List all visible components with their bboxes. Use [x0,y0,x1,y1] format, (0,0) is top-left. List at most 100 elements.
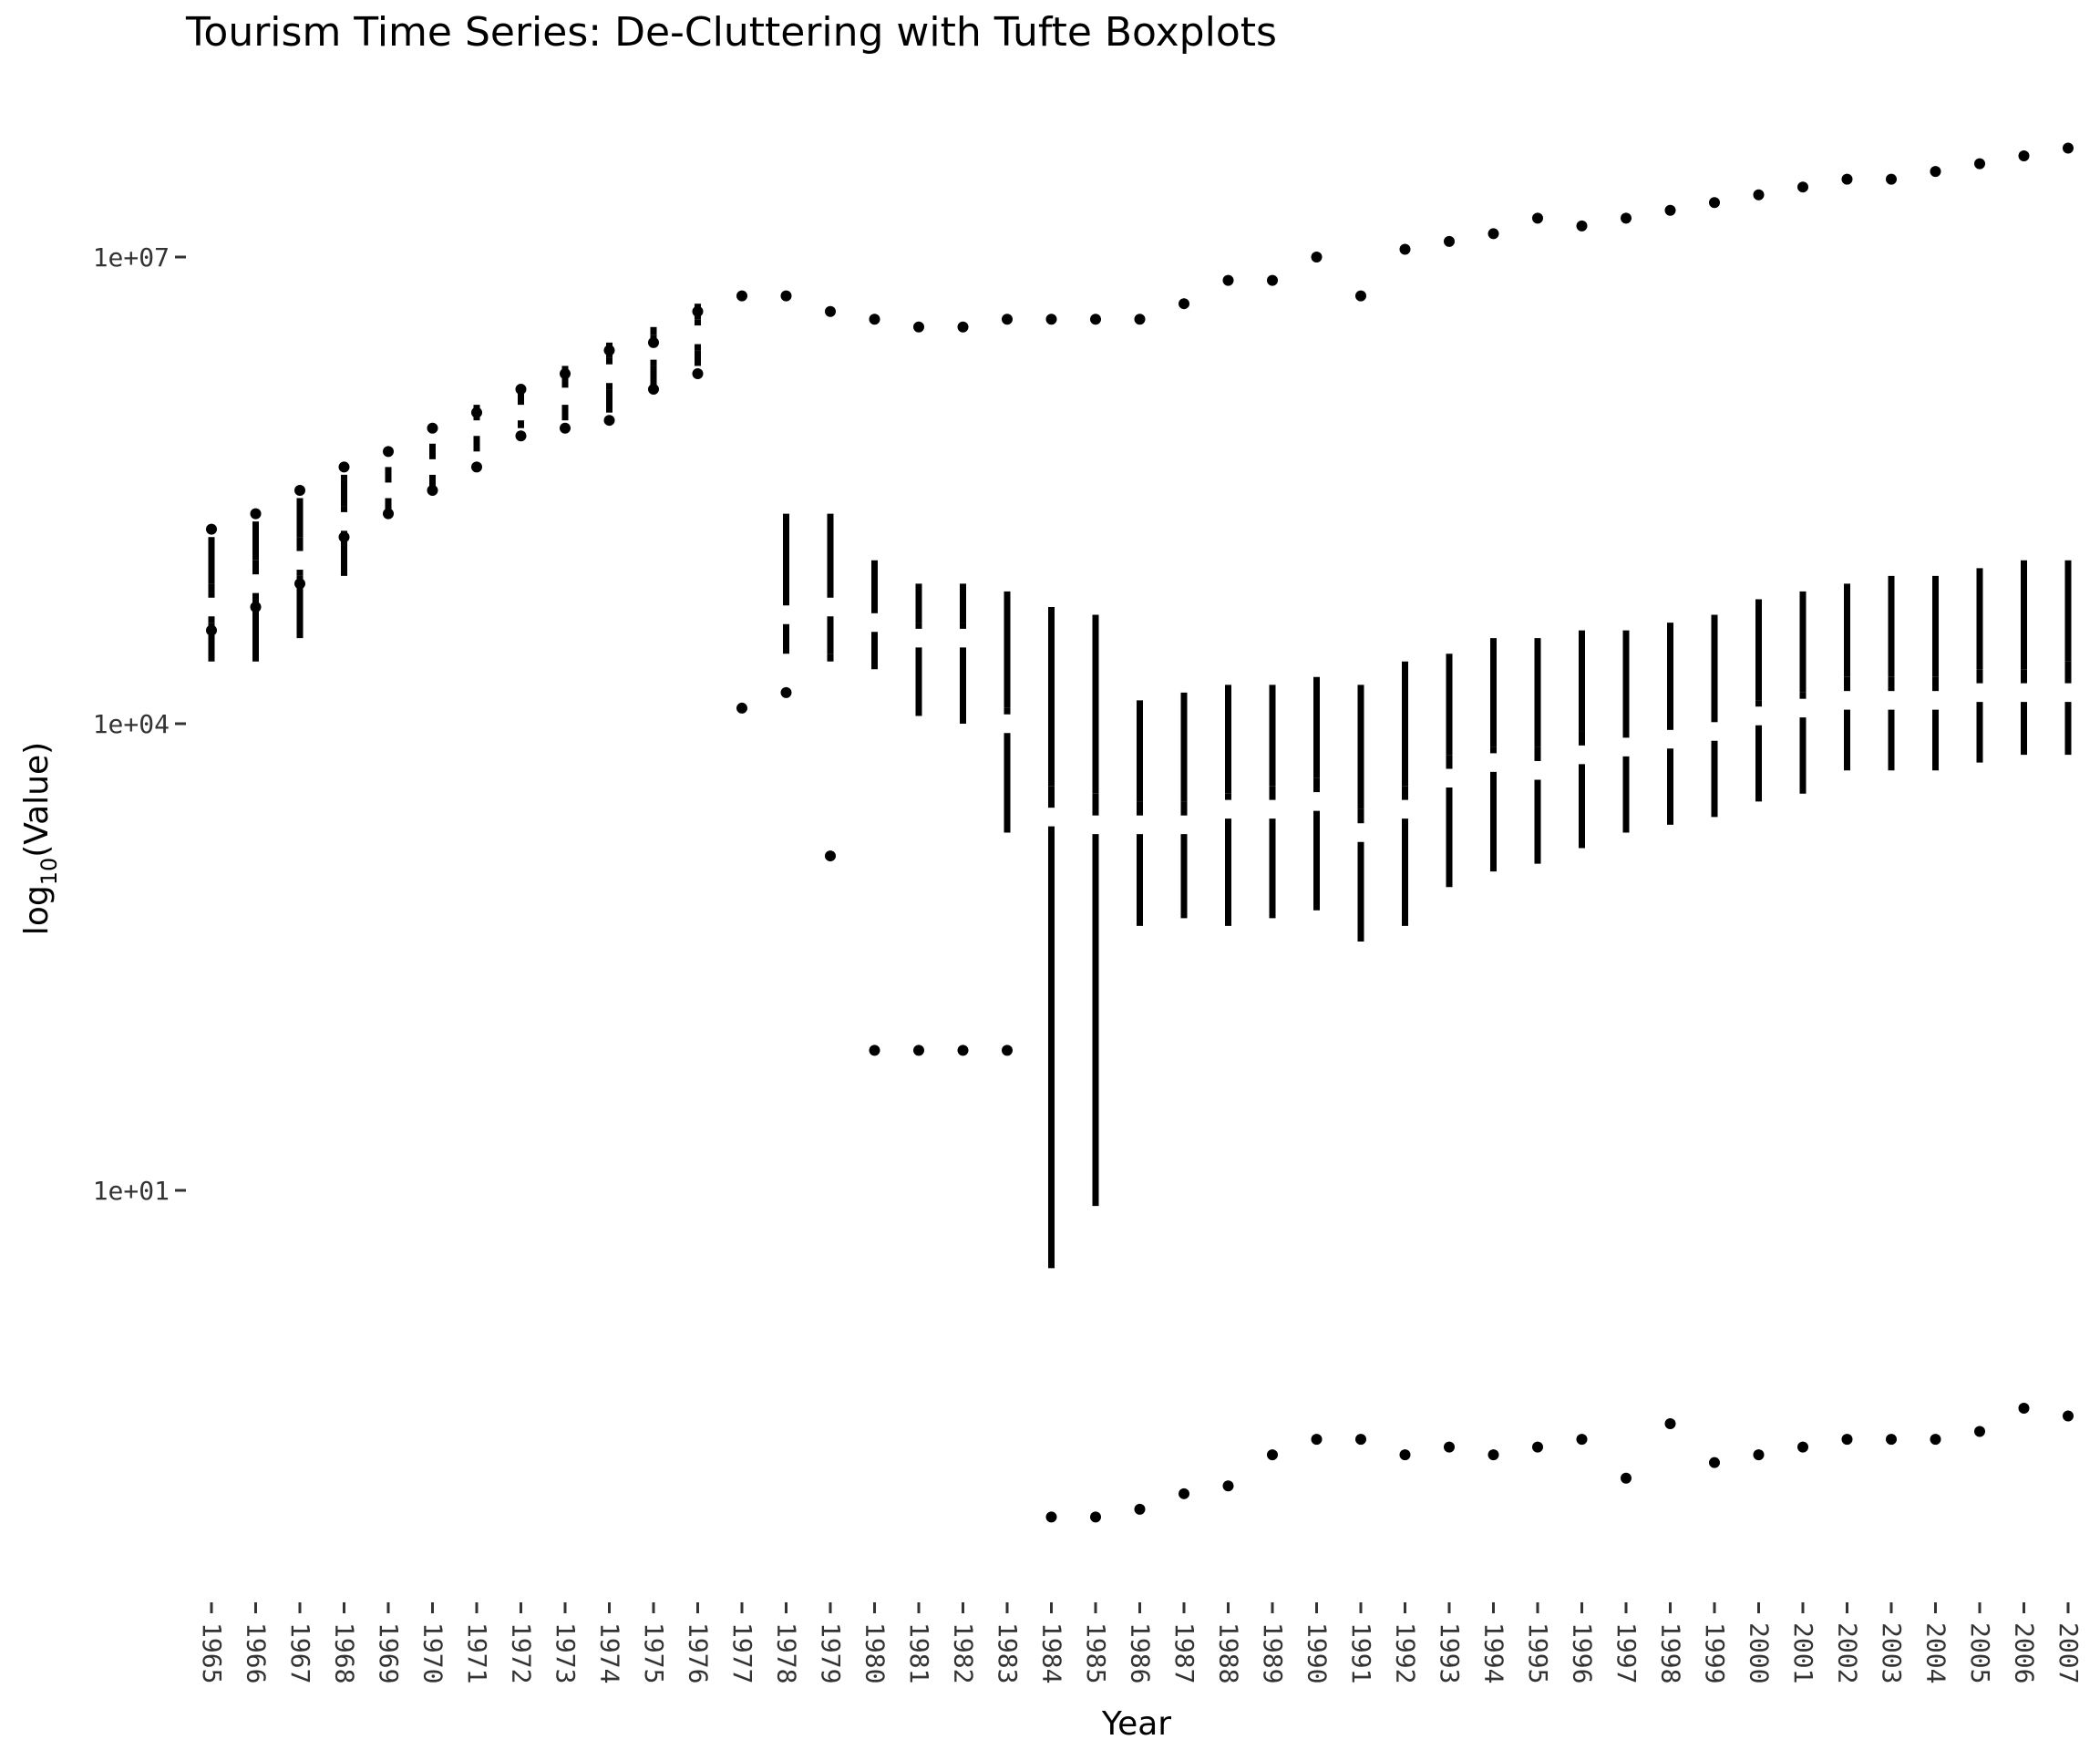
outlier-point [1090,1511,1101,1523]
outlier-point [1621,212,1632,224]
outlier-point [1664,204,1676,216]
outlier-point [1753,1449,1765,1461]
outlier-point [1444,235,1455,247]
outlier-point [250,508,262,520]
x-tick-label: 2007 [2054,1622,2084,1683]
x-tick-label: 1982 [949,1622,979,1683]
outlier-point [1045,1511,1057,1523]
x-tick-label: 1978 [772,1622,802,1683]
outlier-point [869,314,880,325]
outlier-point [1311,1434,1323,1446]
outlier-point [1311,251,1323,262]
outlier-point [1886,173,1897,185]
outlier-point [427,422,438,434]
outlier-point [957,1045,969,1056]
outlier-point [736,290,747,302]
outlier-point [1930,1434,1941,1446]
x-tick-label: 1988 [1214,1622,1244,1683]
outlier-point [338,531,350,543]
y-tick-label: 1e+01 [93,1176,170,1206]
outlier-point [1974,158,1985,170]
outlier-point [780,686,792,698]
x-tick-label: 1970 [418,1622,448,1683]
outlier-point [206,624,217,636]
x-tick-label: 1995 [1523,1622,1553,1683]
outlier-points [206,142,2074,1523]
x-tick-label: 1967 [285,1622,315,1683]
outlier-point [1355,290,1366,302]
outlier-point [825,305,836,317]
outlier-point [560,367,571,379]
outlier-point [692,305,704,317]
outlier-point [648,384,659,396]
y-tick-label: 1e+04 [93,709,170,739]
x-tick-label: 1992 [1391,1622,1421,1683]
outlier-point [1134,1503,1146,1515]
outlier-point [1974,1426,1985,1437]
x-tick-label: 1977 [727,1622,757,1683]
x-tick-label: 1974 [595,1622,625,1683]
x-tick-label: 1969 [374,1622,404,1683]
boxplot-marks [208,304,2072,1269]
outlier-point [1222,274,1234,286]
outlier-point [1886,1434,1897,1446]
outlier-point [1355,1434,1366,1446]
outlier-point [471,461,482,473]
outlier-point [1797,181,1808,193]
outlier-point [692,367,704,379]
y-axis-title-subscript: 10 [36,858,62,886]
outlier-point [1002,1045,1013,1056]
x-tick-label: 1994 [1479,1622,1509,1683]
y-axis-title: log10(Value) [18,742,62,935]
y-axis-title-rest: (Value) [18,742,56,858]
outlier-point [1841,1434,1853,1446]
x-tick-label: 1996 [1568,1622,1598,1683]
outlier-point [1267,274,1278,286]
x-tick-label: 1981 [904,1622,934,1683]
x-tick-label: 1973 [551,1622,581,1683]
outlier-point [1045,314,1057,325]
outlier-point [471,407,482,418]
outlier-point [603,345,615,356]
outlier-point [294,578,305,590]
x-tick-label: 1991 [1346,1622,1376,1683]
outlier-point [957,321,969,333]
x-tick-label: 1966 [242,1622,272,1683]
outlier-point [427,484,438,496]
outlier-point [206,523,217,535]
outlier-point [825,850,836,862]
y-axis: 1e+01 1e+04 1e+07 [93,242,186,1206]
outlier-point [1797,1441,1808,1453]
outlier-point [736,702,747,714]
x-tick-label: 2006 [2010,1622,2040,1683]
outlier-point [1841,173,1853,185]
x-tick-label: 1990 [1302,1622,1333,1683]
outlier-point [913,1045,924,1056]
x-tick-label: 2001 [1788,1622,1818,1683]
outlier-point [1488,228,1499,240]
outlier-point [1399,1449,1411,1461]
x-tick-label: 1972 [507,1622,537,1683]
outlier-point [2063,1410,2074,1422]
x-tick-label: 1987 [1169,1622,1199,1683]
outlier-point [1444,1441,1455,1453]
outlier-point [338,461,350,473]
x-tick-label: 1985 [1081,1622,1111,1683]
outlier-point [1576,1434,1588,1446]
outlier-point [1709,197,1720,209]
y-axis-title-main: log [18,885,56,935]
outlier-point [1532,212,1543,224]
outlier-point [1664,1418,1676,1430]
outlier-point [1532,1441,1543,1453]
outlier-point [2018,1402,2030,1414]
outlier-point [913,321,924,333]
outlier-point [1621,1472,1632,1484]
outlier-point [250,601,262,612]
x-tick-label: 1976 [684,1622,714,1683]
outlier-point [1267,1449,1278,1461]
outlier-point [1930,166,1941,178]
outlier-point [1222,1480,1234,1492]
x-tick-label: 1993 [1435,1622,1465,1683]
x-tick-label: 1999 [1700,1622,1730,1683]
